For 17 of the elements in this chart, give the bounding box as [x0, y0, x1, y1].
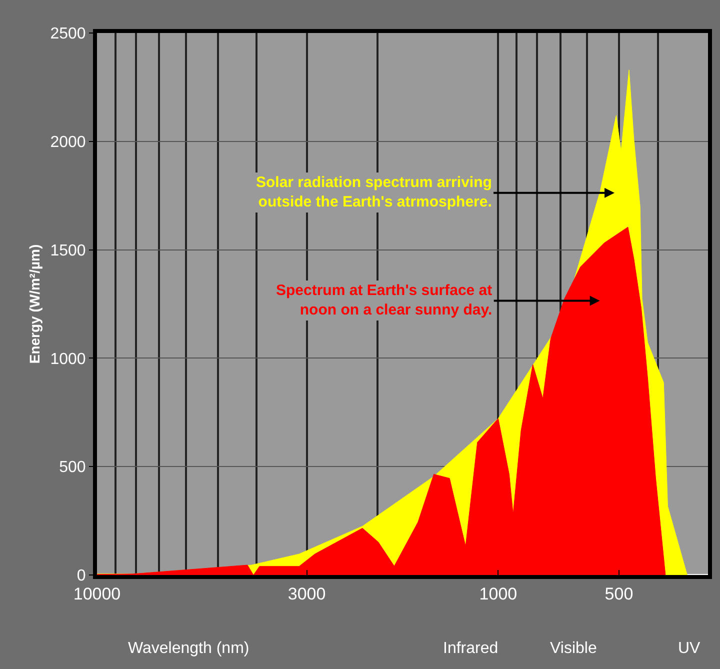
text: Visible [550, 640, 597, 657]
y-tick-label: 2000 [50, 134, 86, 151]
y-tick-label: 1500 [50, 242, 86, 260]
y-tick-label: 2500 [50, 26, 86, 43]
x-tick-label: 500 [604, 584, 634, 604]
y-axis-title: Energy (W/m²/µm) [26, 244, 42, 364]
y-tick-label: 1000 [50, 350, 86, 368]
x-tick-label: 3000 [288, 584, 326, 604]
x-tick-label: 1000 [479, 584, 518, 604]
text: UV [678, 640, 701, 657]
text: Infrared [443, 640, 498, 657]
annotation: Solar radiation spectrum arriving outside the Earth's atrmosphere. [256, 174, 492, 210]
x-tick-label: 10000 [73, 584, 121, 604]
y-tick-label: 0 [76, 568, 86, 585]
annotation: Spectrum at Earth's surface at noon on a clear sunny day. [276, 282, 492, 318]
y-tick-label: 500 [59, 459, 86, 476]
x-axis-title: Wavelength (nm) [128, 640, 250, 657]
